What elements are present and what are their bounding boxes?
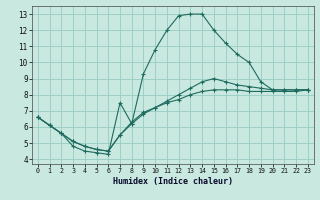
X-axis label: Humidex (Indice chaleur): Humidex (Indice chaleur): [113, 177, 233, 186]
